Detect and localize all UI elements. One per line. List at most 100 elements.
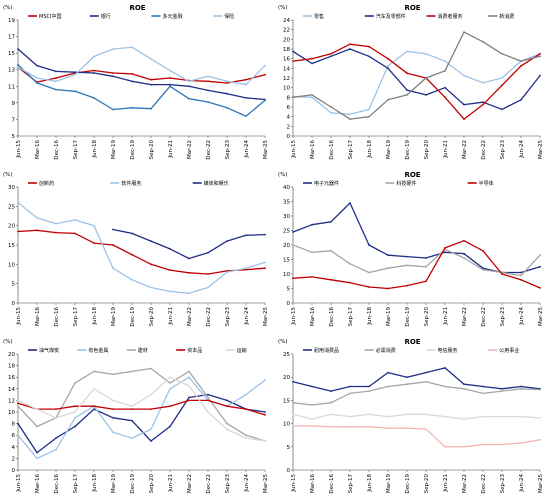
data-point bbox=[131, 419, 133, 422]
data-point bbox=[292, 96, 294, 99]
data-point bbox=[539, 438, 541, 441]
y-axis: 5 7 9 11 13 15 17 19 bbox=[8, 18, 18, 140]
data-point bbox=[74, 90, 76, 93]
data-point bbox=[188, 399, 190, 402]
y-tick-label: 4 bbox=[287, 115, 291, 121]
data-point bbox=[93, 408, 95, 410]
data-point bbox=[539, 388, 541, 391]
data-point bbox=[482, 249, 484, 252]
data-point bbox=[150, 240, 152, 242]
data-point bbox=[482, 443, 484, 446]
y-tick-label: 13 bbox=[8, 68, 15, 74]
x-tick-label: Sep-20 bbox=[424, 307, 430, 327]
data-point bbox=[482, 101, 484, 104]
data-point bbox=[17, 422, 19, 425]
y-tick-label: 25 bbox=[283, 229, 290, 235]
y-tick-label: 10 bbox=[283, 272, 290, 278]
data-point bbox=[207, 399, 209, 402]
data-point bbox=[169, 382, 171, 384]
data-point bbox=[207, 89, 209, 92]
x-tick-label: Jun-21 bbox=[443, 474, 449, 493]
data-point bbox=[406, 427, 408, 430]
data-point bbox=[245, 83, 247, 86]
legend: 耐用消费品 必需消费 电信服务 公用事业 bbox=[303, 347, 519, 354]
data-point bbox=[17, 434, 19, 437]
data-point bbox=[17, 405, 19, 408]
y-tick-label: 20 bbox=[283, 243, 290, 249]
y-tick-label: 20 bbox=[8, 224, 15, 230]
x-tick-label: Mar-22 bbox=[462, 307, 468, 326]
legend-label: 油气煤炭 bbox=[39, 347, 59, 354]
y-axis: 0 5 10 15 20 25 30 35 40 bbox=[283, 185, 293, 307]
x-tick-label: Sep-17 bbox=[73, 140, 79, 160]
data-point bbox=[245, 115, 247, 117]
data-point bbox=[17, 201, 19, 204]
data-point bbox=[226, 399, 228, 402]
data-point bbox=[55, 437, 57, 439]
data-point bbox=[93, 242, 95, 244]
data-point bbox=[17, 66, 19, 69]
data-point bbox=[112, 108, 114, 111]
x-tick-label: Sep-23 bbox=[225, 474, 231, 494]
data-point bbox=[264, 267, 266, 270]
data-point bbox=[169, 290, 171, 293]
x-tick-label: Mar-19 bbox=[386, 474, 392, 494]
x-tick-label: Mar-19 bbox=[111, 307, 117, 327]
unit-label: (%) bbox=[3, 172, 13, 178]
x-tick-label: Jun-24 bbox=[519, 140, 525, 159]
y-tick-label: 5 bbox=[287, 287, 291, 293]
series-5 bbox=[17, 376, 266, 442]
data-point bbox=[169, 248, 171, 250]
legend-label: 资本品 bbox=[187, 347, 202, 354]
series-line bbox=[292, 43, 541, 120]
data-point bbox=[387, 427, 389, 430]
series-1 bbox=[17, 229, 266, 275]
x-tick-label: Dec-16 bbox=[54, 140, 60, 160]
data-point bbox=[444, 60, 446, 62]
series-2 bbox=[17, 48, 266, 101]
legend-label: 新消费 bbox=[499, 13, 514, 20]
data-point bbox=[207, 251, 209, 254]
data-point bbox=[463, 103, 465, 106]
legend-label: 零售 bbox=[314, 13, 324, 20]
data-point bbox=[292, 50, 294, 53]
legend-label: MSCI中国 bbox=[39, 13, 61, 20]
data-point bbox=[292, 231, 294, 233]
data-point bbox=[74, 71, 76, 74]
x-tick-label: Dec-22 bbox=[206, 140, 212, 160]
data-point bbox=[131, 80, 133, 83]
series-line bbox=[17, 66, 266, 84]
data-point bbox=[349, 202, 351, 204]
y-tick-label: 19 bbox=[8, 18, 15, 24]
data-point bbox=[207, 273, 209, 275]
data-point bbox=[406, 72, 408, 75]
x-tick-label: Mar-19 bbox=[386, 140, 392, 160]
y-tick-label: 7 bbox=[12, 117, 16, 123]
x-tick-label: Sep-23 bbox=[225, 140, 231, 160]
legend-label: 消费者服务 bbox=[438, 13, 463, 20]
data-point bbox=[93, 405, 95, 408]
y-tick-label: 15 bbox=[8, 51, 15, 57]
data-point bbox=[17, 48, 19, 50]
data-point bbox=[425, 280, 427, 283]
data-point bbox=[311, 57, 313, 60]
data-point bbox=[207, 396, 209, 399]
y-tick-label: 10 bbox=[283, 86, 290, 92]
data-point bbox=[539, 287, 541, 289]
data-point bbox=[226, 80, 228, 83]
data-point bbox=[368, 45, 370, 48]
data-point bbox=[539, 254, 541, 257]
data-point bbox=[169, 387, 171, 390]
x-tick-label: Sep-20 bbox=[424, 474, 430, 494]
legend-label: 保险 bbox=[224, 13, 234, 20]
data-point bbox=[207, 101, 209, 103]
series-line bbox=[17, 376, 266, 442]
data-point bbox=[425, 380, 427, 383]
data-point bbox=[444, 385, 446, 388]
unit-label: (%) bbox=[3, 339, 13, 345]
data-point bbox=[368, 271, 370, 274]
data-point bbox=[55, 80, 57, 83]
x-tick-label: Jun-15 bbox=[291, 474, 297, 493]
data-point bbox=[112, 228, 114, 231]
legend: MSCI中国 银行 多元金融 保险 bbox=[28, 13, 234, 20]
